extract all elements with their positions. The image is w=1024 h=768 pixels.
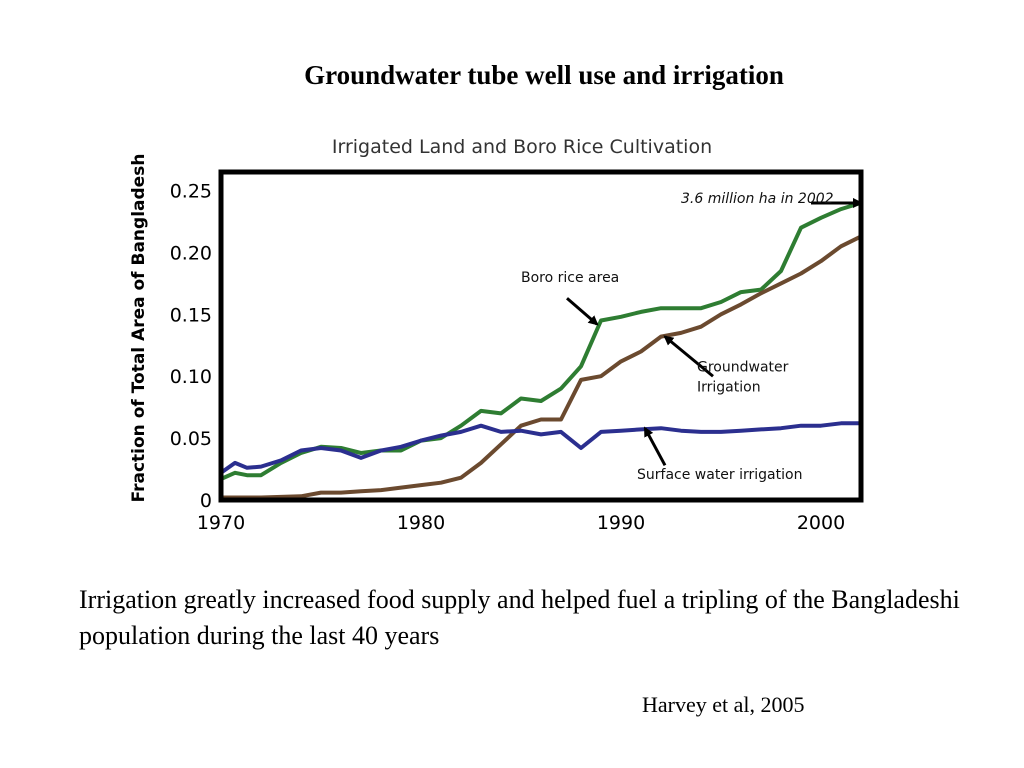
chart: Irrigated Land and Boro Rice Cultivation… (129, 136, 864, 534)
series-line-boro-rice-area (220, 200, 862, 481)
credit: Harvey et al, 2005 (642, 692, 805, 717)
annotation-groundwater-label: Groundwater (697, 359, 789, 375)
y-tick-label: 0.05 (170, 428, 212, 450)
y-tick-label: 0.10 (170, 366, 212, 388)
chart-title: Irrigated Land and Boro Rice Cultivation (332, 136, 712, 158)
annotation-2002-label: 3.6 million ha in 2002 (681, 191, 834, 207)
y-tick-label: 0.15 (170, 304, 212, 326)
annotation-boro-label: Boro rice area (521, 270, 619, 286)
y-tick-label: 0.25 (170, 181, 212, 203)
annotation-groundwater-arrow (663, 335, 714, 378)
annotation-boro-arrow (566, 297, 599, 326)
y-axis-label: Fraction of Total Area of Bangladesh (129, 154, 149, 503)
x-tick-label: 2000 (797, 512, 845, 534)
annotation-groundwater-label: Irrigation (697, 379, 761, 395)
x-tick-label: 1980 (397, 512, 445, 534)
slide-title: Groundwater tube well use and irrigation (304, 60, 784, 90)
x-tick-label: 1990 (597, 512, 645, 534)
series-line-groundwater-irrigation (221, 234, 862, 500)
annotation-surface-label: Surface water irrigation (637, 467, 802, 483)
caption: Irrigation greatly increased food supply… (79, 585, 960, 650)
y-tick-label: 0.20 (170, 242, 212, 264)
annotation-surface-arrow (643, 426, 667, 467)
y-tick-label: 0 (200, 490, 212, 512)
x-tick-label: 1970 (197, 512, 245, 534)
series-line-surface-water-irrigation (219, 421, 861, 475)
plot-frame (218, 169, 864, 503)
